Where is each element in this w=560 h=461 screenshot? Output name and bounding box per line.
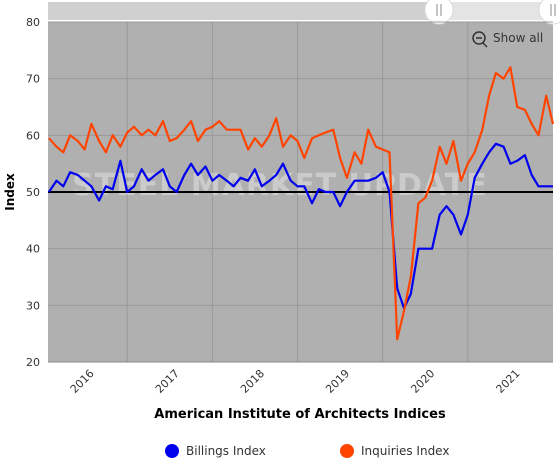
x-tick-label: 2021 bbox=[494, 367, 523, 396]
navigator-handle[interactable] bbox=[538, 0, 560, 25]
show-all-button[interactable]: Show all bbox=[472, 31, 543, 48]
button-label[interactable]: Show all bbox=[493, 31, 543, 45]
navigator-mask bbox=[48, 2, 438, 20]
legend: Billings Index Inquiries Index bbox=[165, 444, 449, 458]
marks bbox=[47, 66, 555, 341]
zoom-icon bbox=[482, 42, 488, 48]
legend-label[interactable]: Inquiries Index bbox=[361, 444, 449, 458]
y-tick-label: 80 bbox=[26, 16, 40, 29]
series-line bbox=[47, 142, 553, 310]
y-tick-label: 60 bbox=[26, 129, 40, 142]
y-axis-title: Index bbox=[3, 173, 17, 211]
y-tick-label: 70 bbox=[26, 73, 40, 86]
y-tick-label: 20 bbox=[26, 356, 40, 369]
navigator-handle[interactable] bbox=[424, 0, 454, 25]
x-tick-label: 2020 bbox=[408, 367, 437, 396]
y-tick-label: 30 bbox=[26, 299, 40, 312]
legend-symbol[interactable] bbox=[165, 444, 179, 458]
zoom-icon bbox=[472, 31, 486, 45]
y-tick-label: 40 bbox=[26, 243, 40, 256]
x-tick-label: 2019 bbox=[323, 367, 352, 396]
x-tick-label: 2018 bbox=[238, 367, 267, 396]
chart-title: American Institute of Architects Indices bbox=[154, 407, 446, 422]
y-tick-label: 50 bbox=[26, 186, 40, 199]
watermark: STEEL MARKET UPDATE bbox=[72, 168, 488, 203]
legend-symbol[interactable] bbox=[340, 444, 354, 458]
legend-label[interactable]: Billings Index bbox=[186, 444, 266, 458]
series-line bbox=[48, 66, 555, 341]
x-tick-label: 2016 bbox=[68, 367, 97, 396]
x-tick-label: 2017 bbox=[153, 367, 182, 396]
